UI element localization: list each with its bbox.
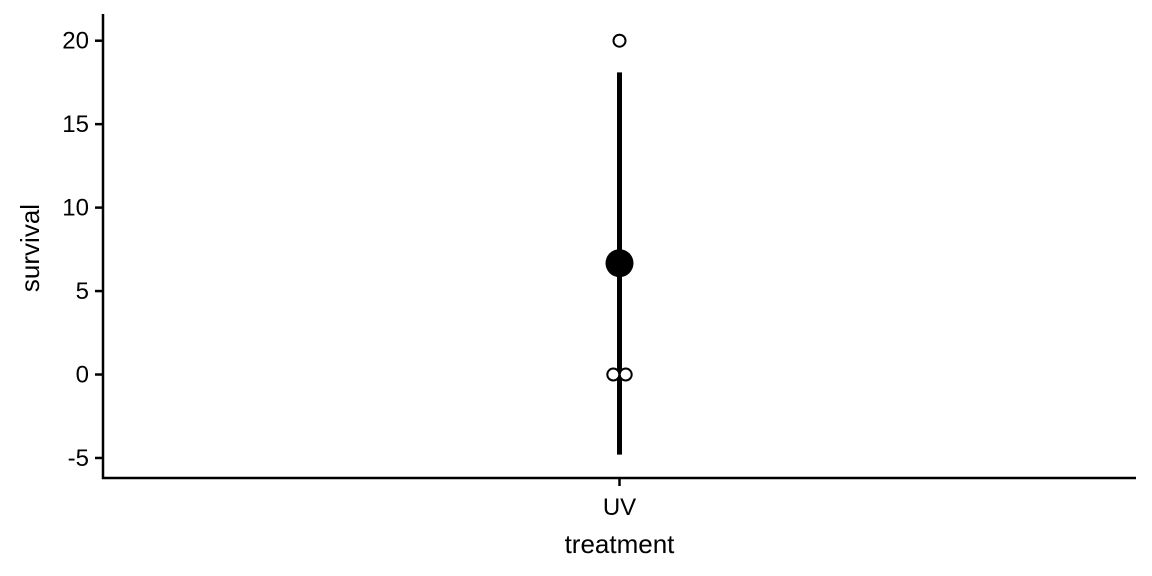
y-axis-ticks: -5 0 5 10 15 20 <box>62 28 103 472</box>
x-tick-label: UV <box>603 494 636 521</box>
y-tick-label: 5 <box>76 278 89 305</box>
mean-point <box>605 249 634 278</box>
data-point <box>606 367 621 382</box>
data-point <box>612 33 627 48</box>
chart-marks <box>605 33 634 455</box>
y-tick-label: 0 <box>76 362 89 389</box>
y-axis-title: survival <box>15 204 45 292</box>
y-tick-label: 20 <box>62 28 89 55</box>
y-tick-label: 15 <box>62 111 89 138</box>
x-axis-title: treatment <box>565 529 676 559</box>
y-tick-label: 10 <box>62 195 89 222</box>
x-axis-ticks: UV <box>603 478 636 521</box>
y-tick-label: -5 <box>68 445 89 472</box>
data-point <box>618 367 633 382</box>
